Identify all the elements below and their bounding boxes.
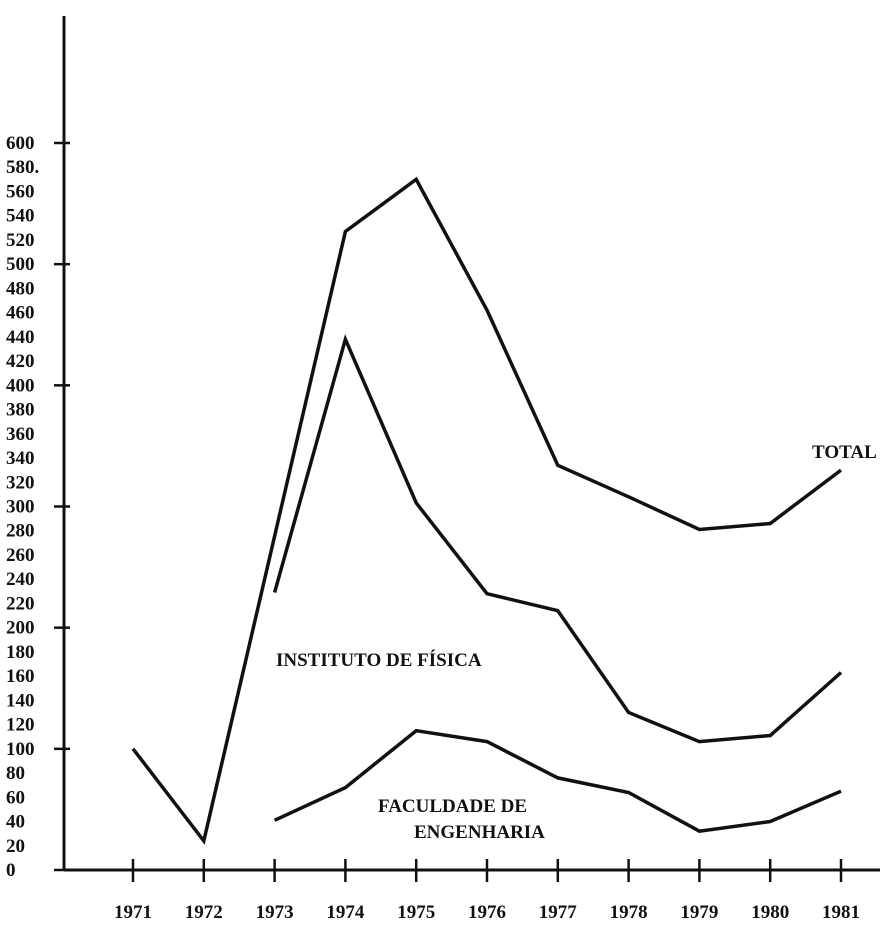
- y-ticks: 0 20 40 60 80 100 120 140 160 180 200 220 240 260 280 3…: [6, 133, 70, 881]
- x-tick-label: 1979: [680, 902, 718, 923]
- y-tick-label: 160: [6, 666, 35, 687]
- y-tick-label: 100: [6, 739, 35, 760]
- y-tick-label: 520: [6, 230, 35, 251]
- series-line-0: [131, 176, 843, 845]
- x-tick-label: 1977: [539, 902, 578, 923]
- x-tick-label: 1980: [751, 902, 789, 923]
- series-label-faculdade-line2: ENGENHARIA: [414, 822, 545, 843]
- x-ticks: 1971 1972 1973 1974 1975 1976 1977 1978 1979 1980…: [114, 859, 860, 923]
- y-tick-label: 240: [6, 569, 35, 590]
- y-tick-label: 480: [6, 278, 35, 299]
- y-tick-label: 320: [6, 472, 35, 493]
- series-label-instituto: INSTITUTO DE FÍSICA: [276, 649, 482, 671]
- y-tick-label: 340: [6, 448, 35, 469]
- y-tick-label: 40: [6, 812, 25, 833]
- y-tick-label: 400: [6, 375, 35, 396]
- y-tick-label: 120: [6, 715, 35, 736]
- y-tick-label: 440: [6, 327, 35, 348]
- x-tick-label: 1981: [822, 902, 860, 923]
- y-tick-label: 60: [6, 787, 25, 808]
- y-tick-label: 300: [6, 497, 35, 518]
- x-tick-label: 1971: [114, 902, 152, 923]
- y-tick-label: 540: [6, 206, 35, 227]
- y-tick-label: 140: [6, 690, 35, 711]
- y-tick-label: 80: [6, 763, 25, 784]
- y-tick-label: 20: [6, 836, 25, 857]
- y-tick-label: 280: [6, 521, 35, 542]
- x-tick-label: 1978: [610, 902, 648, 923]
- x-tick-label: 1973: [256, 902, 294, 923]
- y-tick-label: 420: [6, 351, 35, 372]
- y-tick-label: 360: [6, 424, 35, 445]
- series-labels: TOTAL INSTITUTO DE FÍSICA FACULDADE DE E…: [276, 442, 877, 843]
- series-line-1: [272, 334, 843, 744]
- y-tick-label: 220: [6, 593, 35, 614]
- x-tick-label: 1975: [397, 902, 435, 923]
- y-tick-label: 200: [6, 618, 35, 639]
- y-tick-label: 260: [6, 545, 35, 566]
- y-tick-label: 600: [6, 133, 35, 154]
- y-tick-label: 560: [6, 181, 35, 202]
- series-lines: [131, 176, 843, 845]
- series-label-faculdade-line1: FACULDADE DE: [378, 796, 527, 817]
- y-tick-label: 580.: [6, 157, 39, 178]
- y-tick-label: 500: [6, 254, 35, 275]
- x-tick-label: 1976: [468, 902, 506, 923]
- y-tick-label: 180: [6, 642, 35, 663]
- x-tick-label: 1972: [185, 902, 223, 923]
- y-tick-label: 0: [6, 860, 16, 881]
- x-tick-label: 1974: [326, 902, 365, 923]
- axes: [62, 16, 880, 872]
- y-tick-label: 460: [6, 303, 35, 324]
- series-line-2: [273, 728, 842, 834]
- y-tick-label: 380: [6, 400, 35, 421]
- series-label-total: TOTAL: [812, 442, 877, 463]
